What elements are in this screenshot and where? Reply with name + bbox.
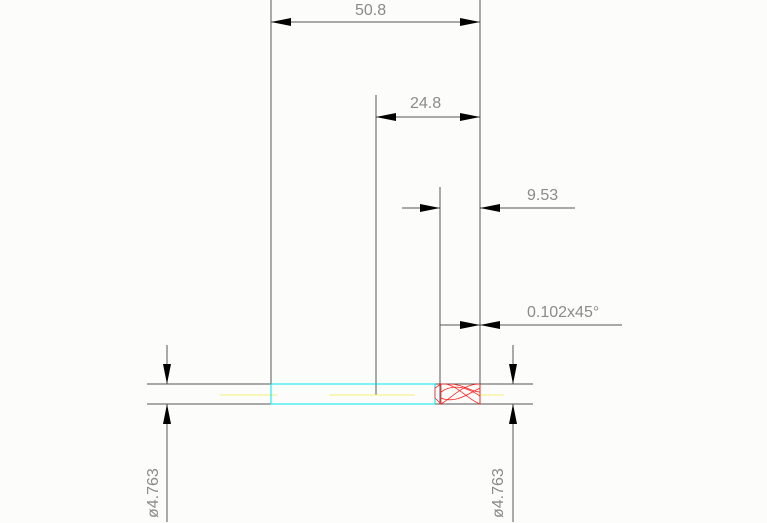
dim-text-flute-length: 24.8: [410, 95, 441, 112]
dim-text-diameter-right: ø4.763: [490, 468, 507, 518]
dim-text-chamfer: 0.102x45°: [527, 304, 599, 321]
tool-flutes: [434, 383, 481, 405]
dim-text-overall-length: 50.8: [355, 2, 386, 19]
tool-shank: [270, 383, 436, 405]
dim-text-cutting-length: 9.53: [527, 187, 558, 204]
dim-text-diameter-left: ø4.763: [145, 468, 162, 518]
